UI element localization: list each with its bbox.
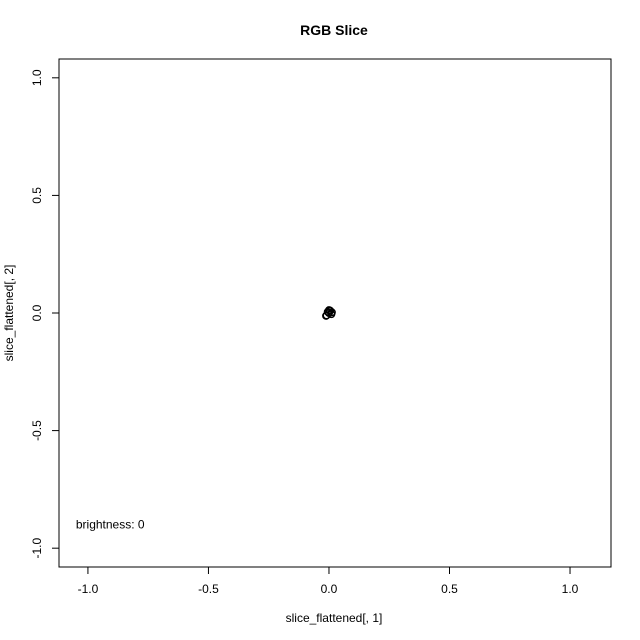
x-tick-label: 0.5	[441, 582, 458, 596]
x-tick-label: 0.0	[321, 582, 338, 596]
y-tick-label: 1.0	[30, 69, 44, 86]
y-tick-label: -0.5	[30, 420, 44, 441]
data-point	[322, 311, 331, 320]
x-tick-label: -0.5	[198, 582, 219, 596]
x-tick-label: -1.0	[78, 582, 99, 596]
chart-title: RGB Slice	[300, 22, 368, 38]
x-axis-label: slice_flattened[, 1]	[286, 611, 383, 625]
y-axis-label: slice_flattened[, 2]	[2, 265, 16, 362]
y-tick-label: -1.0	[30, 538, 44, 559]
y-tick-label: 0.5	[30, 187, 44, 204]
data-points	[322, 306, 336, 320]
brightness-annotation: brightness: 0	[76, 518, 145, 532]
y-tick-label: 0.0	[30, 304, 44, 321]
y-axis: -1.0 -0.5 0.0 0.5 1.0	[30, 69, 60, 559]
x-tick-label: 1.0	[562, 582, 579, 596]
data-point	[323, 307, 332, 316]
x-axis: -1.0 -0.5 0.0 0.5 1.0	[78, 566, 579, 596]
data-point	[327, 308, 336, 317]
